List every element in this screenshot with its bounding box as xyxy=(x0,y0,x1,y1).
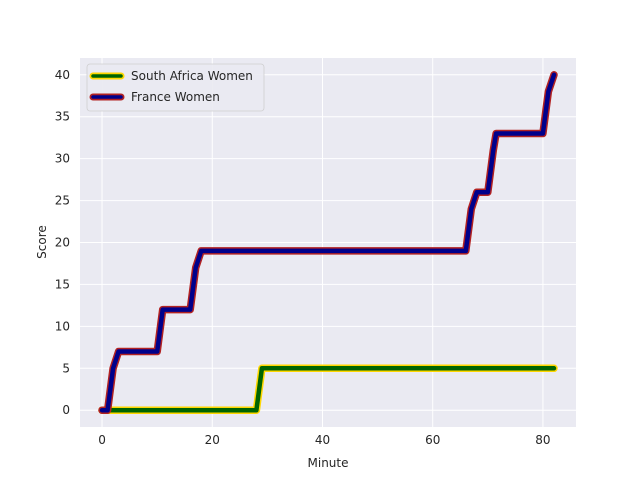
series-line-france-women xyxy=(99,72,557,413)
y-tick-label: 10 xyxy=(55,319,70,333)
y-tick-label: 0 xyxy=(62,403,70,417)
y-tick-label: 35 xyxy=(55,110,70,124)
x-tick-label: 40 xyxy=(315,433,330,447)
x-tick-label: 0 xyxy=(98,433,106,447)
y-tick-label: 20 xyxy=(55,236,70,250)
y-tick-label: 30 xyxy=(55,152,70,166)
series-line-south-africa-women xyxy=(99,366,557,413)
y-tick-label: 5 xyxy=(62,361,70,375)
y-axis-label: Score xyxy=(35,225,49,259)
y-tick-label: 25 xyxy=(55,194,70,208)
x-ticks: 0 20 40 60 80 xyxy=(98,433,550,447)
x-tick-label: 20 xyxy=(205,433,220,447)
legend-label-france: France Women xyxy=(131,90,220,104)
y-ticks: 0 5 10 15 20 25 30 35 40 xyxy=(55,68,70,417)
legend-label-south-africa: South Africa Women xyxy=(131,69,253,83)
x-tick-label: 80 xyxy=(535,433,550,447)
x-tick-label: 60 xyxy=(425,433,440,447)
x-axis-label: Minute xyxy=(308,456,349,470)
legend: South Africa Women France Women xyxy=(86,63,265,112)
legend-box xyxy=(86,63,265,112)
y-tick-label: 15 xyxy=(55,277,70,291)
y-tick-label: 40 xyxy=(55,68,70,82)
series-layer xyxy=(98,71,558,414)
